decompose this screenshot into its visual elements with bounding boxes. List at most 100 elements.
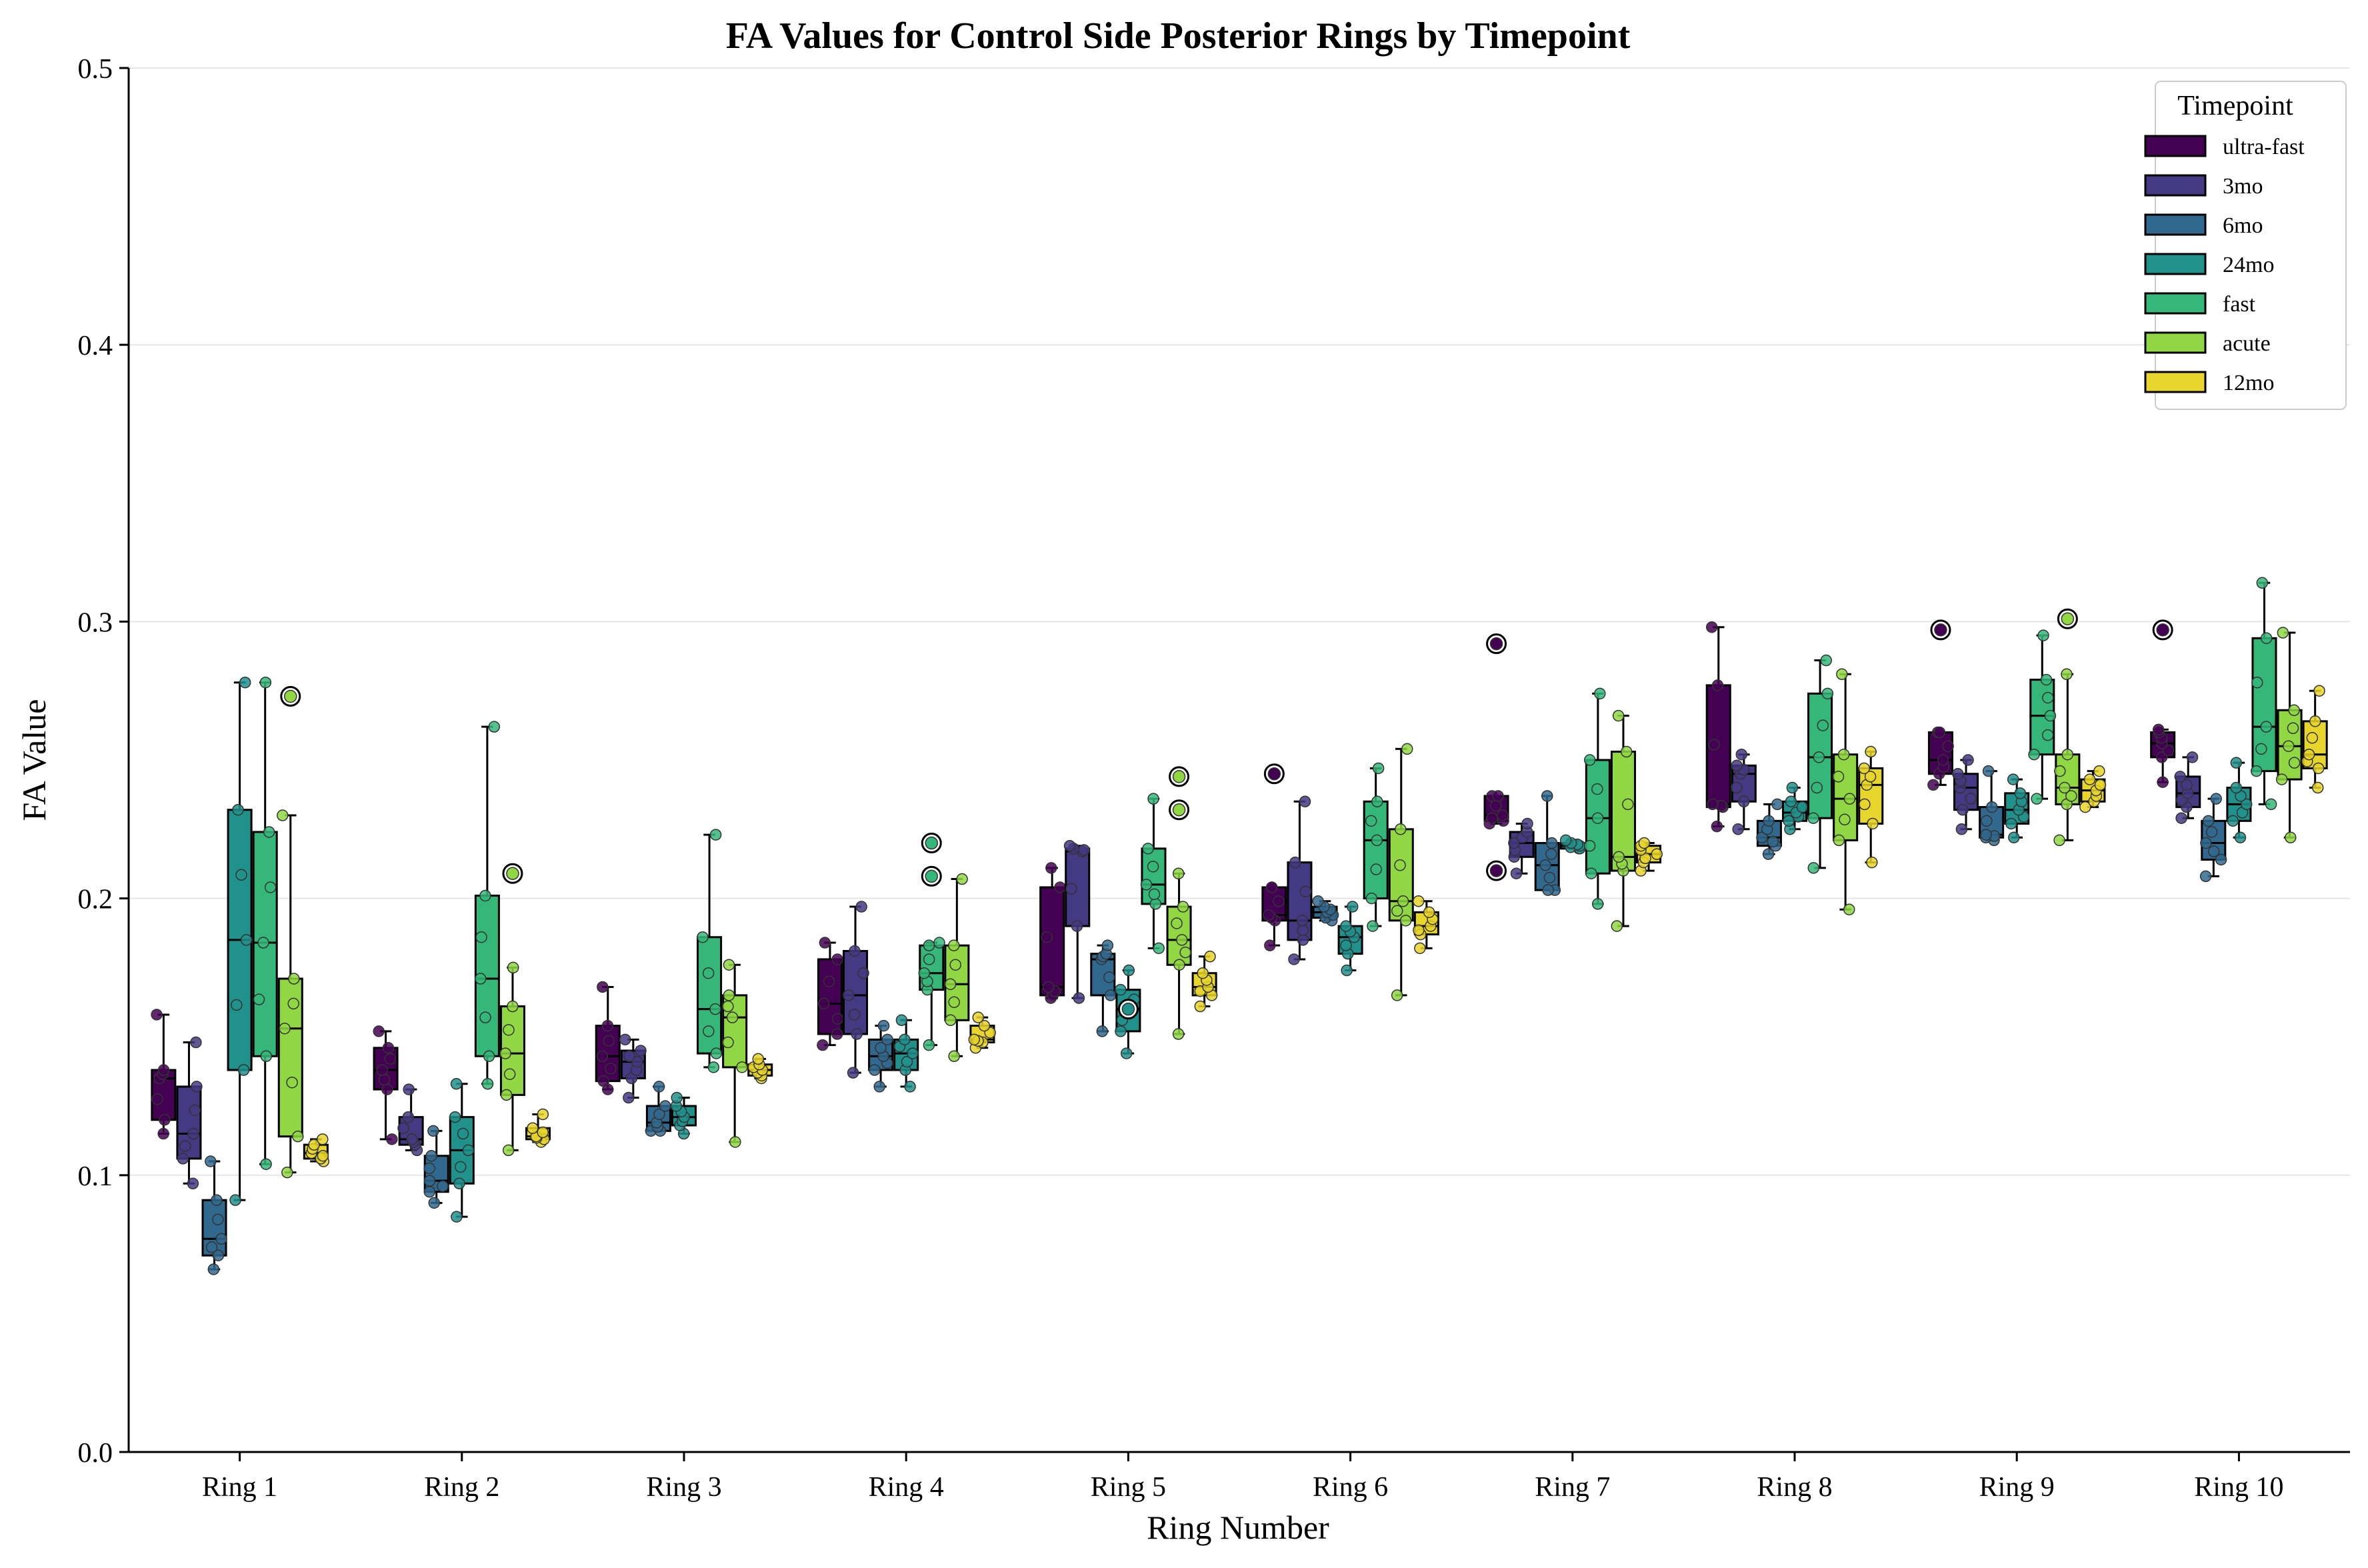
data-point	[1731, 759, 1743, 772]
data-point	[1041, 931, 1053, 943]
legend-title: Timepoint	[2177, 91, 2293, 121]
data-point	[2028, 748, 2040, 761]
box-3mo-10	[2174, 751, 2201, 824]
data-point	[292, 1130, 304, 1143]
box-acute-3	[722, 959, 748, 1148]
data-point	[259, 676, 272, 689]
data-point	[2265, 798, 2277, 811]
box-fast-6	[1363, 762, 1389, 932]
box-24mo-5	[1115, 964, 1141, 1059]
legend-swatch-fast	[2144, 292, 2207, 315]
data-point	[187, 1127, 199, 1140]
data-point	[752, 1053, 765, 1065]
data-point	[1153, 942, 1165, 955]
box-iqr	[722, 994, 748, 1069]
data-point	[1365, 892, 1378, 905]
data-point	[1063, 839, 1076, 852]
data-point	[1937, 754, 1949, 766]
data-point	[875, 1042, 887, 1054]
box-3mo-7	[1508, 817, 1535, 879]
data-point	[423, 1162, 435, 1175]
data-point	[1486, 812, 1498, 824]
box-24mo-7	[1559, 834, 1586, 855]
outlier-point	[1172, 803, 1186, 817]
x-tick-label: Ring 8	[1757, 1472, 1832, 1503]
data-point	[503, 1068, 516, 1081]
data-point	[2230, 757, 2243, 769]
data-point	[406, 1133, 418, 1145]
data-point	[537, 1126, 549, 1139]
data-point	[507, 1000, 519, 1013]
data-point	[1542, 884, 1554, 896]
data-point	[1065, 883, 1077, 895]
data-point	[229, 1194, 241, 1206]
data-point	[723, 959, 735, 971]
data-point	[189, 1104, 201, 1116]
data-point	[1933, 726, 1946, 739]
outlier-point	[506, 867, 519, 880]
data-point	[2285, 831, 2297, 844]
data-point	[381, 1083, 393, 1095]
data-point	[1613, 851, 1625, 863]
box-12mo-7	[1635, 837, 1663, 877]
y-tick-label: 0.5	[78, 54, 113, 85]
x-tick-label: Ring 7	[1535, 1472, 1610, 1503]
data-point	[1638, 837, 1651, 849]
legend-swatch-ultra-fast	[2144, 135, 2207, 157]
data-point	[475, 931, 487, 943]
data-point	[1545, 848, 1557, 860]
x-tick-label: Ring 5	[1091, 1472, 1166, 1503]
data-point	[1391, 989, 1403, 1001]
x-tick-label: Ring 3	[646, 1472, 721, 1503]
data-point	[205, 1241, 218, 1253]
data-point	[264, 881, 277, 893]
data-point	[1371, 834, 1383, 847]
data-point	[1620, 745, 1633, 758]
data-point	[1821, 687, 1834, 700]
data-point	[1078, 844, 1090, 856]
data-point	[382, 1042, 395, 1054]
box-12mo-5	[1191, 951, 1218, 1013]
data-point	[697, 931, 709, 943]
data-point	[1490, 799, 1502, 812]
data-point	[1177, 901, 1189, 913]
box-ultra-fast-2	[373, 1025, 399, 1145]
data-point	[944, 978, 957, 991]
data-point	[190, 1036, 202, 1049]
data-point	[281, 1166, 293, 1179]
data-point	[1397, 895, 1409, 907]
box-6mo-4	[868, 1019, 894, 1093]
data-point	[191, 1081, 203, 1093]
data-point	[831, 1013, 844, 1025]
data-point	[1179, 946, 1191, 959]
data-point	[726, 1011, 739, 1023]
data-point	[1942, 740, 1954, 752]
data-point	[1796, 801, 1809, 813]
box-fast-10	[2250, 577, 2277, 811]
data-point	[623, 1091, 635, 1104]
data-point	[235, 869, 247, 881]
data-point	[1147, 793, 1159, 805]
y-ticks: 0.0 0.1 0.2 0.3 0.4 0.5	[78, 54, 129, 1469]
box-3mo-4	[843, 901, 869, 1079]
data-point	[1735, 748, 1748, 761]
data-point	[260, 1050, 273, 1063]
data-point	[1858, 762, 1870, 775]
data-point	[1341, 964, 1353, 977]
data-point	[1839, 813, 1851, 826]
data-point	[2079, 801, 2091, 813]
data-point	[1140, 879, 1153, 891]
data-point	[2093, 765, 2105, 777]
data-point	[499, 1047, 511, 1059]
data-point	[479, 1011, 491, 1023]
data-point	[1864, 771, 1877, 783]
data-point	[1149, 898, 1162, 910]
x-axis-label: Ring Number	[1147, 1509, 1329, 1546]
data-point	[1982, 765, 1995, 777]
data-point	[671, 1091, 683, 1104]
data-point	[2059, 781, 2071, 794]
y-tick-label: 0.4	[78, 331, 113, 361]
data-point	[2260, 632, 2273, 645]
box-6mo-6	[1312, 895, 1339, 927]
data-point	[2094, 779, 2107, 791]
